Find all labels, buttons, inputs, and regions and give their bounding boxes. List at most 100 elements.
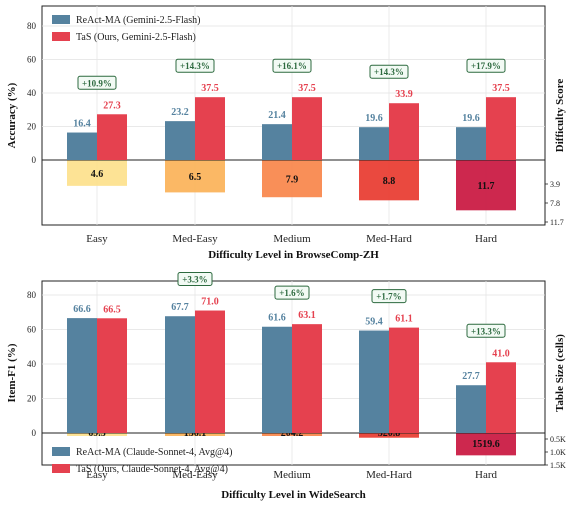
x-tick-label: Med-Easy	[172, 469, 218, 481]
x-tick-label: Med-Easy	[172, 233, 218, 245]
bar-series-2	[486, 97, 516, 160]
bar-value-label: 27.7	[462, 371, 480, 382]
bar-series-1	[67, 318, 97, 433]
x-tick-label: Hard	[475, 233, 497, 245]
improvement-label: +3.3%	[182, 275, 207, 285]
improvement-badge	[177, 272, 213, 287]
right-tick-label: 7.8	[550, 199, 560, 208]
bar-value-label: 19.6	[462, 113, 480, 124]
improvement-badge	[77, 75, 117, 90]
right-tick-label: 0.5K	[550, 435, 566, 444]
bar-series-1	[359, 127, 389, 160]
bar-series-1	[456, 127, 486, 160]
secondary-value-label: 7.9	[286, 175, 299, 186]
improvement-badge	[466, 58, 506, 73]
bar-value-label: 16.4	[73, 119, 91, 130]
secondary-value-label: 1519.6	[472, 439, 500, 450]
x-tick-label: Med-Hard	[366, 469, 412, 481]
improvement-label: +1.7%	[376, 292, 401, 302]
bar-value-label: 67.7	[171, 302, 189, 313]
legend-label: TaS (Ours, Claude-Sonnet-4, Avg@4)	[76, 464, 228, 475]
plot-frame	[41, 5, 546, 226]
right-tick-label: 3.9	[550, 180, 560, 189]
secondary-value-label: 4.6	[91, 169, 104, 180]
legend-swatch	[52, 15, 70, 24]
x-tick-label: Hard	[475, 469, 497, 481]
bar-series-2	[389, 327, 419, 433]
improvement-badge	[175, 58, 215, 73]
legend-label: ReAct-MA (Gemini-2.5-Flash)	[76, 15, 200, 26]
improvement-label: +17.9%	[471, 61, 501, 71]
x-tick-label: Medium	[273, 469, 311, 481]
bar-value-label: 23.2	[171, 107, 189, 118]
bar-series-1	[262, 326, 292, 433]
bar-value-label: 66.5	[103, 304, 121, 315]
bar-value-label: 21.4	[268, 110, 286, 121]
legend-swatch	[52, 447, 70, 456]
improvement-label: +10.9%	[82, 78, 112, 88]
x-tick-label: Medium	[273, 233, 311, 245]
bar-value-label: 66.6	[73, 304, 91, 315]
improvement-label: +16.1%	[277, 61, 307, 71]
secondary-value-label: 11.7	[478, 181, 495, 192]
improvement-badge	[272, 58, 312, 73]
chart-widesearch: 02040608069.5136.1204.2320.81519.666.667…	[6, 272, 566, 501]
y-tick-label: 80	[27, 21, 37, 31]
y-axis-label: Accuracy (%)	[6, 82, 18, 148]
x-tick-label: Easy	[86, 469, 108, 481]
bar-series-1	[165, 316, 195, 433]
legend-swatch	[52, 464, 70, 473]
bar-series-1	[262, 124, 292, 160]
bar-value-label: 37.5	[492, 83, 510, 94]
bar-series-1	[67, 132, 97, 160]
bar-series-2	[486, 362, 516, 433]
bar-series-2	[97, 114, 127, 160]
y-tick-label: 0	[32, 428, 37, 438]
right-axis-label: Difficulty Score	[554, 79, 566, 153]
secondary-bar	[359, 160, 419, 201]
improvement-badge	[369, 64, 409, 79]
improvement-badge	[274, 285, 310, 300]
secondary-bar	[359, 433, 419, 438]
x-axis-label: Difficulty Level in WideSearch	[221, 489, 366, 501]
bar-value-label: 27.3	[103, 100, 121, 111]
improvement-label: +13.3%	[471, 326, 501, 336]
bar-value-label: 37.5	[201, 83, 219, 94]
bar-value-label: 19.6	[365, 113, 383, 124]
bar-value-label: 71.0	[201, 297, 219, 308]
bar-value-label: 61.1	[395, 314, 413, 325]
right-tick-label: 1.0K	[550, 448, 566, 457]
secondary-bar	[67, 160, 127, 186]
y-tick-label: 40	[27, 88, 37, 98]
bar-value-label: 59.4	[365, 317, 383, 328]
y-tick-label: 20	[27, 122, 37, 132]
legend-label: TaS (Ours, Gemini-2.5-Flash)	[76, 32, 196, 43]
right-axis-label: Table Size (cells)	[554, 334, 566, 412]
legend-swatch	[52, 32, 70, 41]
bar-value-label: 41.0	[492, 348, 510, 359]
improvement-label: +1.6%	[279, 288, 304, 298]
bar-series-1	[359, 330, 389, 433]
secondary-value-label: 6.5	[189, 172, 202, 183]
plot-frame	[41, 280, 546, 466]
bar-series-1	[456, 385, 486, 433]
secondary-bar	[262, 433, 322, 437]
secondary-bar	[165, 433, 225, 436]
bar-series-2	[389, 103, 419, 160]
bar-series-2	[292, 97, 322, 160]
bar-series-2	[292, 324, 322, 433]
y-tick-label: 0	[32, 155, 37, 165]
x-tick-label: Easy	[86, 233, 108, 245]
x-axis-label: Difficulty Level in BrowseComp-ZH	[208, 249, 379, 261]
secondary-bar	[262, 160, 322, 198]
y-axis-label: Item-F1 (%)	[6, 343, 18, 402]
bar-series-2	[195, 97, 225, 160]
right-tick-label: 11.7	[550, 218, 564, 227]
bar-series-2	[195, 310, 225, 433]
y-tick-label: 60	[27, 55, 37, 65]
bar-value-label: 63.1	[298, 310, 316, 321]
bar-value-label: 61.6	[268, 313, 286, 324]
x-tick-label: Med-Hard	[366, 233, 412, 245]
bar-series-1	[165, 121, 195, 160]
